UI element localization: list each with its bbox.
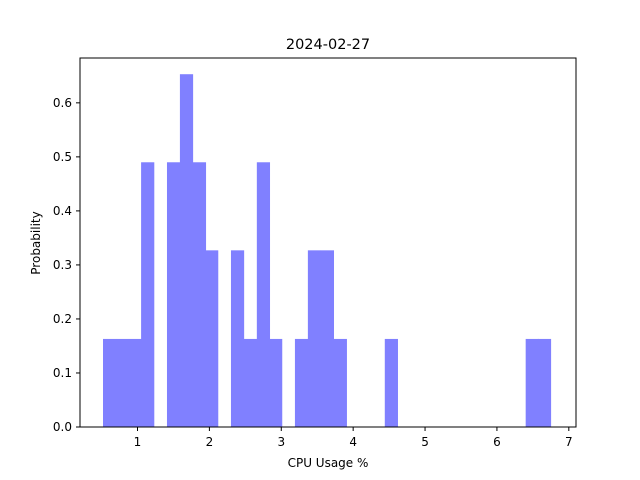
histogram-bar [333, 338, 347, 427]
y-axis-title: Probability [29, 211, 43, 274]
histogram-bar [103, 338, 117, 427]
x-axis-ticks: 1 2 3 4 5 6 7 [134, 427, 573, 449]
histogram-bar [115, 338, 130, 427]
histogram-bar [320, 250, 335, 427]
histogram-bar [179, 74, 194, 427]
y-tick-label: 0.4 [53, 204, 72, 218]
histogram-bar [141, 162, 155, 427]
x-tick-label: 3 [277, 435, 285, 449]
y-axis-ticks: 0.0 0.1 0.2 0.3 0.4 0.5 0.6 [53, 96, 80, 434]
x-tick-label: 1 [134, 435, 142, 449]
histogram-bar [205, 250, 219, 427]
histogram-bar [269, 338, 283, 427]
histogram-bar [166, 162, 181, 427]
histogram-bar [230, 250, 245, 427]
y-tick-label: 0.0 [53, 420, 72, 434]
x-tick-label: 4 [349, 435, 357, 449]
plot-frame [79, 57, 577, 428]
x-tick-label: 6 [493, 435, 501, 449]
x-tick-label: 2 [206, 435, 214, 449]
histogram-bars [103, 74, 552, 427]
y-tick-label: 0.3 [53, 258, 72, 272]
chart-title: 2024-02-27 [286, 37, 370, 53]
y-tick-label: 0.2 [53, 312, 72, 326]
y-tick-label: 0.6 [53, 96, 72, 110]
histogram-bar [384, 338, 398, 427]
histogram-bar [525, 338, 539, 427]
x-axis-title: CPU Usage % [288, 456, 369, 470]
x-tick-label: 5 [421, 435, 429, 449]
histogram-bar [192, 162, 207, 427]
histogram-bar [128, 338, 143, 427]
histogram-bar [294, 338, 309, 427]
y-tick-label: 0.1 [53, 366, 72, 380]
histogram-bar [307, 250, 322, 427]
x-tick-label: 7 [565, 435, 573, 449]
histogram-bar [256, 162, 271, 427]
y-tick-label: 0.5 [53, 150, 72, 164]
histogram-bar [537, 338, 552, 427]
histogram-bar [243, 338, 258, 427]
